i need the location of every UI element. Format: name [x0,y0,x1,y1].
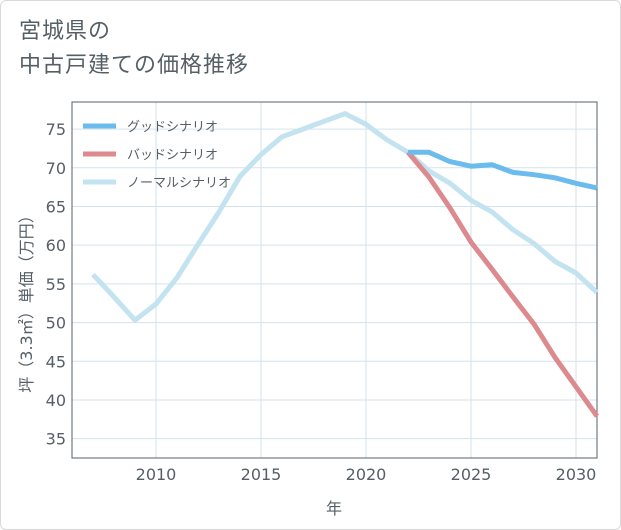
y-tick-label: 60 [46,236,66,255]
x-tick-label: 2015 [241,465,282,484]
y-tick-label: 40 [46,391,66,410]
legend-label: バッドシナリオ [127,148,218,163]
x-tick-label: 2020 [346,465,387,484]
y-tick-label: 50 [46,314,66,333]
x-axis-title: 年 [326,499,342,518]
series-line-good [408,149,598,191]
y-tick-label: 55 [46,275,66,294]
x-tick-label: 2025 [451,465,492,484]
y-axis-title: 坪（3.3㎡）単価（万円） [17,207,36,392]
y-tick-label: 45 [46,352,66,371]
legend-label: ノーマルシナリオ [127,176,231,191]
chart-title-line2: 中古戸建ての価格推移 [19,53,250,78]
series-line-bad [406,150,600,418]
grid-lines [72,102,597,458]
y-tick-label: 75 [46,120,66,139]
x-tick-label: 2030 [556,465,597,484]
y-tick-label: 70 [46,159,66,178]
x-tick-label: 2010 [136,465,177,484]
tick-labels: 2010 2015 2020 2025 2030 35 40 45 50 55 60 65 70 75 [46,120,597,484]
chart-title: 宮城県の 中古戸建ての価格推移 [19,15,249,83]
y-tick-label: 65 [46,197,66,216]
series-line-normal [91,111,599,323]
series-layer [91,111,600,418]
chart-title-line1: 宮城県の [19,19,112,44]
plot-frame [71,101,598,459]
legend-label: グッドシナリオ [127,120,218,135]
y-tick-label: 35 [46,430,66,449]
